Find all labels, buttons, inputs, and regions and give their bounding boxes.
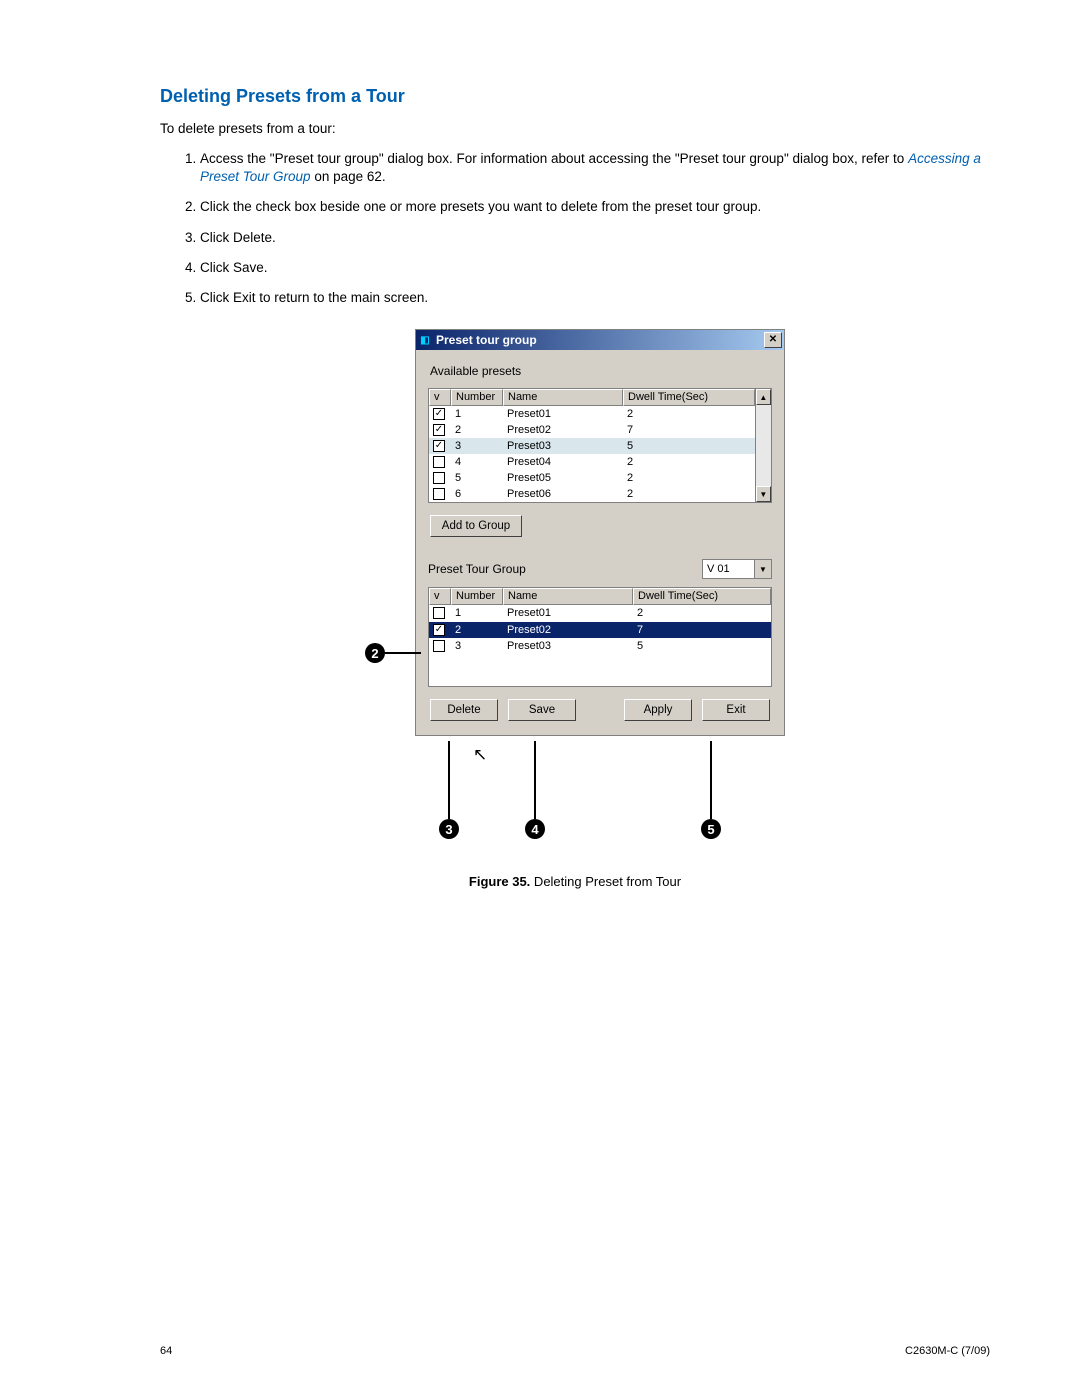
chk-cell[interactable] [429,406,451,422]
apply-button[interactable]: Apply [624,699,692,721]
checkbox-icon[interactable] [433,472,445,484]
cell-name: Preset05 [503,470,623,486]
col-dwell[interactable]: Dwell Time(Sec) [633,588,771,605]
doc-id: C2630M-C (7/09) [905,1345,990,1357]
cell-name: Preset01 [503,406,623,422]
cell-number: 2 [451,422,503,438]
add-to-group-button[interactable]: Add to Group [430,515,522,537]
select-value: V 01 [707,563,730,575]
section-title: Deleting Presets from a Tour [160,86,990,107]
scrollbar[interactable]: ▲ ▼ [755,389,771,502]
col-check[interactable]: v [429,389,451,406]
figure-text: Deleting Preset from Tour [530,874,681,889]
dialog-title: Preset tour group [436,333,537,347]
col-name[interactable]: Name [503,588,633,605]
step-4: Click Save. [200,259,990,277]
figure-box: ◧ Preset tour group ✕ Available presets … [365,329,785,859]
cell-dwell: 7 [623,422,755,438]
col-number[interactable]: Number [451,588,503,605]
callout-3: 3 [439,819,459,839]
cell-number: 6 [451,486,503,502]
checkbox-icon[interactable] [433,408,445,420]
step-1-text-b: on page 62. [314,169,385,184]
cell-dwell: 5 [633,638,771,654]
callout-4: 4 [525,819,545,839]
cell-dwell: 7 [633,622,771,638]
step-1: Access the "Preset tour group" dialog bo… [200,150,990,186]
cell-dwell: 2 [623,486,755,502]
cursor-icon: ↖ [473,745,487,765]
step-5: Click Exit to return to the main screen. [200,289,990,307]
figure-caption: Figure 35. Deleting Preset from Tour [160,874,990,889]
save-button[interactable]: Save [508,699,576,721]
checkbox-icon[interactable] [433,624,445,636]
exit-button[interactable]: Exit [702,699,770,721]
checkbox-icon[interactable] [433,488,445,500]
page-number: 64 [160,1345,172,1357]
cell-name: Preset03 [503,438,623,454]
close-icon[interactable]: ✕ [764,332,782,348]
delete-button[interactable]: Delete [430,699,498,721]
cell-dwell: 2 [633,605,771,621]
chk-cell[interactable] [429,422,451,438]
checkbox-icon[interactable] [433,640,445,652]
callout-2: 2 [365,643,385,663]
checkbox-icon[interactable] [433,456,445,468]
checkbox-icon[interactable] [433,424,445,436]
cell-name: Preset02 [503,422,623,438]
available-presets-label: Available presets [430,364,772,378]
chk-cell[interactable] [429,622,451,638]
cell-name: Preset01 [503,605,633,621]
col-name[interactable]: Name [503,389,623,406]
step-2: Click the check box beside one or more p… [200,198,990,216]
cell-name: Preset02 [503,622,633,638]
lead-text: To delete presets from a tour: [160,121,990,136]
col-check[interactable]: v [429,588,451,605]
step-3: Click Delete. [200,229,990,247]
scroll-down-icon[interactable]: ▼ [756,486,771,502]
cell-number: 4 [451,454,503,470]
dialog-icon: ◧ [418,333,432,347]
cell-dwell: 2 [623,406,755,422]
chk-cell[interactable] [429,438,451,454]
col-number[interactable]: Number [451,389,503,406]
chk-cell[interactable] [429,486,451,502]
cell-number: 2 [451,622,503,638]
available-presets-list: v Number Name Dwell Time(Sec) 1 Preset01… [428,388,772,503]
cell-number: 1 [451,406,503,422]
chk-cell[interactable] [429,454,451,470]
preset-tour-group-dialog: ◧ Preset tour group ✕ Available presets … [415,329,785,736]
callout-2-line [385,652,421,654]
cell-number: 1 [451,605,503,621]
cell-dwell: 5 [623,438,755,454]
cell-name: Preset04 [503,454,623,470]
callout-3-line [448,741,450,819]
cell-number: 3 [451,438,503,454]
callout-5-line [710,741,712,819]
cell-name: Preset06 [503,486,623,502]
page-footer: 64 C2630M-C (7/09) [160,1345,990,1357]
cell-number: 3 [451,638,503,654]
chk-cell[interactable] [429,638,451,654]
chk-cell[interactable] [429,470,451,486]
preset-tour-group-select[interactable]: V 01 ▼ [702,559,772,579]
col-dwell[interactable]: Dwell Time(Sec) [623,389,755,406]
cell-dwell: 2 [623,470,755,486]
titlebar: ◧ Preset tour group ✕ [416,330,784,350]
checkbox-icon[interactable] [433,440,445,452]
scroll-up-icon[interactable]: ▲ [756,389,771,405]
figure-label: Figure 35. [469,874,530,889]
cell-number: 5 [451,470,503,486]
chevron-down-icon[interactable]: ▼ [754,560,771,578]
preset-tour-group-label: Preset Tour Group [428,562,526,576]
chk-cell[interactable] [429,605,451,621]
cell-name: Preset03 [503,638,633,654]
checkbox-icon[interactable] [433,607,445,619]
steps-list: Access the "Preset tour group" dialog bo… [160,150,990,307]
step-1-text-a: Access the "Preset tour group" dialog bo… [200,151,908,166]
tour-group-list: v Number Name Dwell Time(Sec) 1 Preset01… [428,587,772,687]
cell-dwell: 2 [623,454,755,470]
callout-5: 5 [701,819,721,839]
callout-4-line [534,741,536,819]
